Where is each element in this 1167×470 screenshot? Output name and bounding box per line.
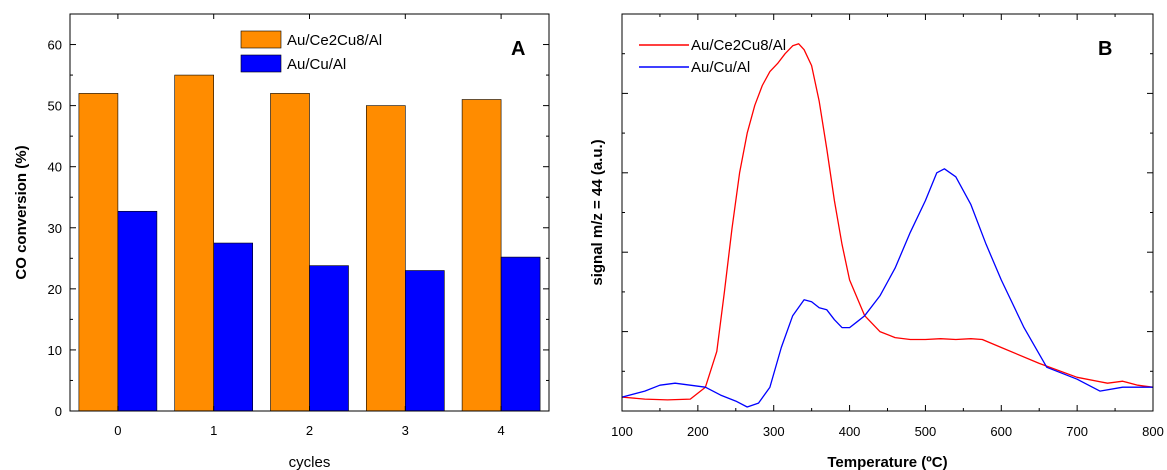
chart-a-panel-label: A (511, 38, 525, 60)
x-tick-label: 100 (611, 424, 633, 439)
legend-label: Au/Ce2Cu8/Al (691, 37, 786, 54)
bar-au-ce2cu8-al-cycle-1 (174, 74, 214, 412)
legend-swatch (240, 54, 282, 73)
x-tick-label: 500 (915, 424, 937, 439)
bar-au-cu-al-cycle-4 (500, 256, 541, 412)
x-tick-label: 200 (687, 424, 709, 439)
legend-label: Au/Ce2Cu8/Al (287, 32, 382, 49)
x-tick-label: 3 (402, 423, 409, 438)
x-tick-label: 700 (1066, 424, 1088, 439)
x-tick-label: 300 (763, 424, 785, 439)
bar-au-cu-al-cycle-3 (404, 270, 445, 412)
y-tick-label: 60 (48, 38, 62, 53)
x-tick-label: 1 (210, 423, 217, 438)
y-tick-label: 40 (48, 160, 62, 175)
y-tick-label: 30 (48, 221, 62, 236)
chart-b: 100 200 300 400 500 600 700 800 signal m/z = 44… (589, 13, 1164, 470)
x-tick-label: 400 (839, 424, 861, 439)
x-tick-label: 0 (114, 423, 121, 438)
chart-b-axes: 100 200 300 400 500 600 700 800 (611, 14, 1164, 439)
chart-a-legend: Au/Ce2Cu8/Al Au/Cu/Al (240, 30, 382, 73)
y-tick-label: 50 (48, 99, 62, 114)
chart-b-x-axis-label: Temperature (ºC) (827, 454, 947, 470)
bar-au-cu-al-cycle-2 (309, 265, 349, 412)
legend-label: Au/Cu/Al (691, 59, 750, 76)
chart-b-lines (621, 43, 1154, 408)
y-tick-label: 0 (55, 404, 62, 419)
line-au-cu-al (621, 168, 1153, 408)
bar-au-cu-al-cycle-0 (117, 210, 158, 412)
x-tick-label: 800 (1142, 424, 1164, 439)
bar-au-ce2cu8-al-cycle-4 (461, 99, 502, 412)
chart-b-y-axis-label: signal m/z = 44 (a.u.) (589, 139, 606, 285)
chart-b-legend: Au/Ce2Cu8/Al Au/Cu/Al (639, 37, 786, 76)
chart-a-x-axis-label: cycles (289, 454, 331, 470)
y-tick-label: 20 (48, 282, 62, 297)
chart-b-panel-label: B (1098, 38, 1112, 60)
chart-a-bars (78, 74, 541, 412)
x-tick-label: 2 (306, 423, 313, 438)
legend-label: Au/Cu/Al (287, 56, 346, 73)
x-tick-label: 4 (497, 423, 504, 438)
bar-au-cu-al-cycle-1 (213, 242, 253, 412)
legend-swatch (240, 30, 282, 49)
y-tick-label: 10 (48, 343, 62, 358)
line-au-ce2cu8-al (621, 43, 1154, 401)
bar-au-ce2cu8-al-cycle-2 (270, 93, 310, 412)
x-tick-label: 600 (990, 424, 1012, 439)
bar-au-ce2cu8-al-cycle-0 (78, 93, 119, 412)
bar-au-ce2cu8-al-cycle-3 (365, 105, 406, 412)
chart-a-y-axis-label: CO conversion (%) (13, 145, 30, 279)
